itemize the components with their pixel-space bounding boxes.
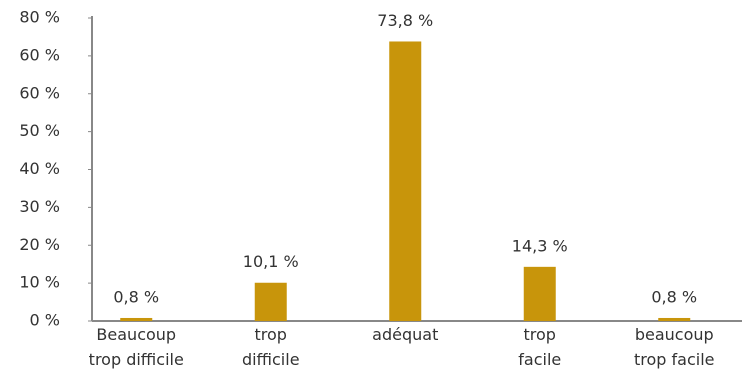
bar [120, 317, 153, 321]
x-tick-label: beaucoup trop facile [634, 325, 715, 369]
bar [658, 317, 691, 321]
y-tick-label: 50 % [19, 121, 60, 140]
x-tick-label: adéquat [372, 325, 439, 344]
bar [389, 41, 422, 322]
y-tick-label: 10 % [19, 273, 60, 292]
y-tick-label: 0 % [30, 311, 60, 330]
x-tick-label: Beaucoup trop difficile [88, 325, 184, 369]
y-tick-label: 40 % [19, 159, 60, 178]
value-label: 73,8 % [377, 11, 433, 30]
y-tick-label: 80 % [19, 8, 60, 27]
value-label: 14,3 % [512, 236, 568, 255]
y-tick-label: 60 % [19, 83, 60, 102]
value-label: 0,8 % [651, 287, 697, 306]
y-tick-label: 20 % [19, 235, 60, 254]
x-tick-label: trop facile [518, 325, 562, 369]
y-tick-label: 30 % [19, 197, 60, 216]
x-tick-label: trop difficile [241, 325, 300, 369]
value-label: 10,1 % [243, 252, 299, 271]
bar [254, 282, 287, 321]
y-tick-label: 60 % [19, 45, 60, 64]
bar [523, 266, 556, 321]
value-label: 0,8 % [113, 287, 159, 306]
